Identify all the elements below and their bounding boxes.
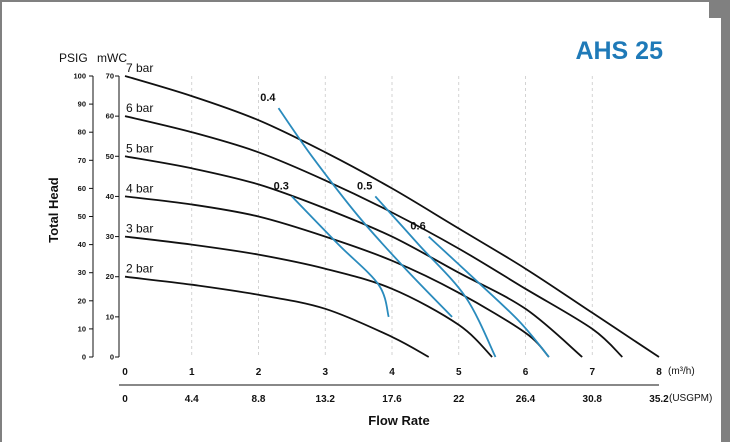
x-tick-label: 2 — [256, 367, 262, 378]
x-unit-secondary: (USGPM) — [669, 393, 712, 404]
pressure-curve — [124, 235, 493, 358]
x-tick-label: 1 — [189, 367, 195, 378]
x-tick-label: 0 — [122, 367, 128, 378]
mwc-tick-label: 60 — [106, 112, 114, 121]
mwc-tick-label: 70 — [106, 72, 114, 81]
x-tick-label: 3 — [322, 367, 328, 378]
psig-tick-label: 30 — [78, 268, 86, 277]
pressure-curve-label: 3 bar — [126, 222, 153, 236]
pressure-curve-label: 6 bar — [126, 101, 153, 115]
x-tick-label: 7 — [589, 367, 595, 378]
consumption-curve-label: 0.6 — [410, 221, 425, 233]
consumption-curve-label: 0.5 — [357, 180, 372, 192]
x-axis-title: Flow Rate — [368, 413, 429, 428]
psig-tick-label: 100 — [73, 72, 86, 81]
mwc-tick-label: 0 — [110, 353, 114, 362]
pressure-curve — [124, 195, 550, 358]
psig-tick-label: 80 — [78, 128, 86, 137]
psig-tick-label: 50 — [78, 212, 86, 221]
x-unit-primary: (m³/h) — [668, 366, 695, 377]
consumption-curve-label: 0.4 — [260, 92, 276, 104]
pressure-curve — [124, 155, 583, 358]
pressure-curve-label: 2 bar — [126, 262, 153, 276]
x-tick-secondary-label: 8.8 — [252, 394, 266, 405]
psig-tick-label: 20 — [78, 296, 86, 305]
psig-tick-label: 40 — [78, 240, 86, 249]
x-tick-secondary-label: 22 — [453, 394, 465, 405]
pressure-curve — [124, 115, 623, 358]
mwc-axis — [115, 75, 120, 358]
consumption-curve — [428, 235, 550, 358]
pressure-curve-label: 7 bar — [126, 61, 153, 75]
psig-tick-label: 0 — [82, 353, 86, 362]
chart-title: AHS 25 — [575, 37, 663, 65]
psig-tick-label: 70 — [78, 156, 86, 165]
x-tick-secondary-label: 13.2 — [316, 394, 336, 405]
x-tick-secondary-label: 30.8 — [583, 394, 603, 405]
mwc-tick-label: 30 — [106, 232, 114, 241]
pressure-curve — [124, 275, 430, 358]
mwc-tick-label: 50 — [106, 152, 114, 161]
pressure-curve-label: 5 bar — [126, 141, 153, 155]
consumption-curve — [374, 195, 497, 358]
x-tick-secondary-label: 35.2 — [649, 394, 669, 405]
consumption-curve — [291, 195, 390, 318]
air-pressure-curves: 7 bar 6 bar 5 bar 4 bar 3 bar 2 bar — [124, 61, 660, 358]
mwc-tick-label: 20 — [106, 272, 114, 281]
y-axis-title: Total Head — [46, 177, 61, 243]
mwc-tick-label: 10 — [106, 312, 114, 321]
consumption-curve-label: 0.3 — [274, 180, 289, 192]
x-tick-label: 8 — [656, 367, 662, 378]
x-tick-label: 6 — [523, 367, 529, 378]
psig-axis — [89, 75, 94, 358]
psig-tick-label: 90 — [78, 100, 86, 109]
x-tick-secondary-label: 26.4 — [516, 394, 536, 405]
corner-tab — [709, 2, 721, 18]
x-tick-secondary-label: 4.4 — [185, 394, 199, 405]
x-tick-label: 5 — [456, 367, 462, 378]
x-tick-label: 4 — [389, 367, 395, 378]
mwc-unit-label: mWC — [97, 51, 127, 65]
pressure-curve — [124, 75, 660, 358]
psig-tick-label: 10 — [78, 324, 86, 333]
consumption-curve — [277, 107, 453, 318]
psig-tick-label: 60 — [78, 184, 86, 193]
air-consumption-curves: 0.3 0.4 0.5 0.6 — [260, 92, 550, 358]
pressure-curve-label: 4 bar — [126, 181, 153, 195]
x-tick-secondary-label: 17.6 — [382, 394, 402, 405]
x-tick-secondary-label: 0 — [122, 394, 128, 405]
mwc-tick-label: 40 — [106, 192, 114, 201]
psig-unit-label: PSIG — [59, 51, 88, 65]
